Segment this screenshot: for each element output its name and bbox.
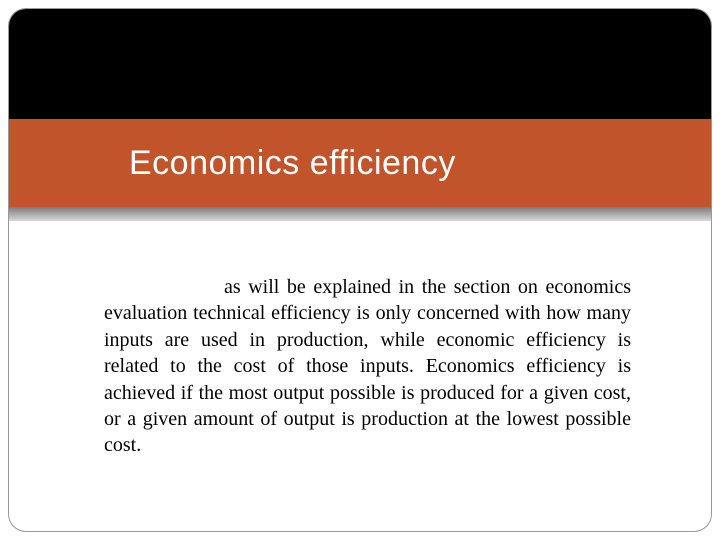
title-shadow-bar [9, 207, 711, 221]
slide-title: Economics efficiency [129, 144, 456, 183]
title-band-wrap: Economics efficiency [9, 119, 711, 221]
slide-frame: Economics efficiency as will be explaine… [8, 8, 712, 532]
title-band: Economics efficiency [9, 119, 711, 207]
top-dark-region [9, 9, 711, 119]
slide-body-text: as will be explained in the section on e… [104, 276, 631, 456]
slide-body: as will be explained in the section on e… [104, 274, 631, 459]
